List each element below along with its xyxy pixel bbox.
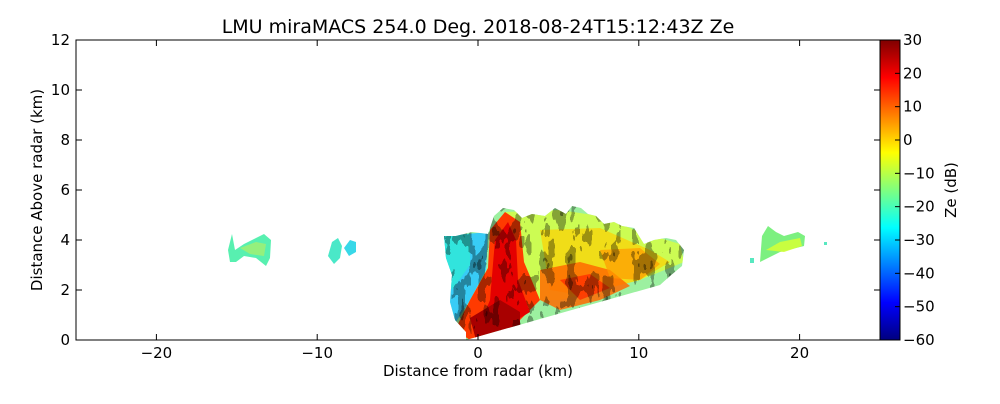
colorbar-tick-label: −60 — [903, 331, 935, 349]
x-tick-label: 10 — [629, 344, 648, 362]
chart-title: LMU miraMACS 254.0 Deg. 2018-08-24T15:12… — [222, 16, 735, 38]
colorbar-tick-label: −30 — [903, 231, 935, 249]
colorbar-tick-label: −50 — [903, 298, 935, 316]
y-tick-label: 8 — [60, 131, 70, 149]
y-tick-label: 2 — [60, 281, 70, 299]
x-tick-label: 20 — [790, 344, 809, 362]
colorbar-gradient — [879, 39, 901, 341]
colorbar-tick-label: −40 — [903, 264, 935, 282]
colorbar-tick-label: 20 — [903, 64, 922, 82]
x-tick-label: 0 — [473, 344, 483, 362]
colorbar-ticks: −60 −50 −40 −30 −20 −10 0 10 20 30 — [895, 31, 935, 349]
y-tick-label: 6 — [60, 181, 70, 199]
colorbar-tick-label: 0 — [903, 131, 913, 149]
y-tick-label: 4 — [60, 231, 70, 249]
y-tick-label: 0 — [60, 331, 70, 349]
y-axis-ticks: 0 2 4 6 8 10 12 — [51, 31, 880, 349]
colorbar-tick-label: −10 — [903, 164, 935, 182]
colorbar-tick-label: −20 — [903, 198, 935, 216]
colorbar: −60 −50 −40 −30 −20 −10 0 10 20 30 Ze (dB) — [879, 31, 960, 349]
x-tick-label: −10 — [301, 344, 333, 362]
y-axis-label: Distance Above radar (km) — [28, 89, 46, 291]
echo-cloud-c — [750, 226, 827, 263]
colorbar-tick-label: 10 — [903, 98, 922, 116]
echo-cloud-b — [328, 238, 356, 264]
y-tick-label: 12 — [51, 31, 70, 49]
x-axis-ticks: −20 −10 0 10 20 — [141, 40, 809, 362]
plot-area: −20 −10 0 10 20 0 2 4 6 8 10 12 — [51, 31, 881, 362]
colorbar-label: Ze (dB) — [942, 162, 960, 218]
x-axis-label: Distance from radar (km) — [383, 362, 573, 380]
echo-cloud-a — [228, 234, 271, 266]
y-tick-label: 10 — [51, 81, 70, 99]
x-tick-label: −20 — [141, 344, 173, 362]
colorbar-tick-label: 30 — [903, 31, 922, 49]
